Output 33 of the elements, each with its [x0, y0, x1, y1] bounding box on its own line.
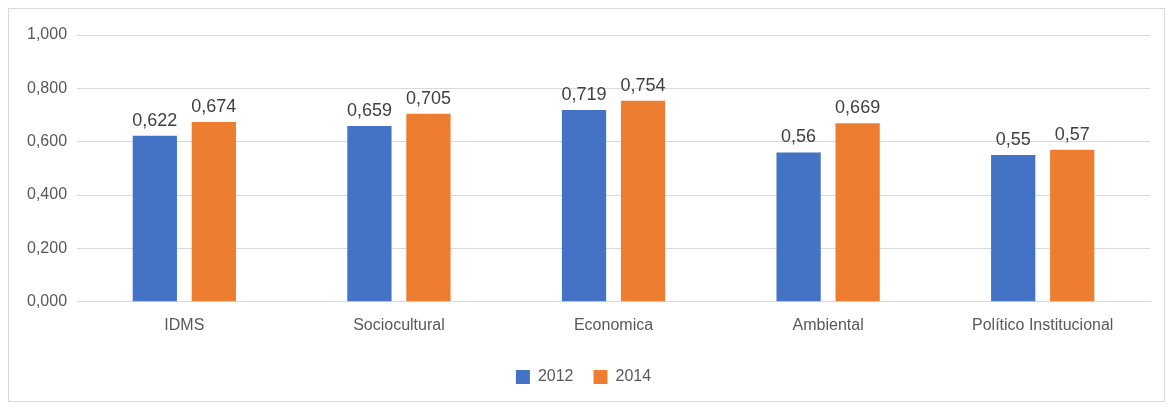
y-tick-label: 0,000	[26, 292, 68, 310]
data-label: 0,669	[835, 97, 881, 118]
y-tick-label: 0,400	[26, 185, 68, 203]
bar	[191, 121, 236, 302]
data-label: 0,754	[620, 74, 666, 95]
x-tick-label: Sociocultural	[353, 315, 445, 333]
bar	[347, 125, 392, 302]
bar	[835, 123, 880, 302]
legend-label: 2014	[615, 367, 652, 385]
bar	[620, 100, 666, 302]
data-label: 0,56	[781, 126, 817, 147]
y-tick-label: 1,000	[26, 25, 68, 43]
data-label: 0,55	[995, 129, 1031, 150]
data-label: 0,705	[405, 87, 451, 108]
y-tick-label: 0,600	[26, 132, 68, 150]
legend-label: 2012	[537, 367, 574, 385]
x-tick-label: Economica	[573, 315, 654, 333]
bar	[776, 152, 821, 302]
y-tick-label: 0,800	[26, 78, 68, 96]
data-label: 0,622	[132, 109, 178, 130]
bar	[1050, 149, 1095, 302]
bar	[406, 113, 451, 302]
bar	[561, 109, 607, 302]
data-label: 0,57	[1054, 123, 1090, 144]
y-tick-label: 0,200	[26, 238, 68, 256]
data-label: 0,719	[561, 83, 607, 104]
bar	[991, 155, 1036, 302]
data-label: 0,659	[346, 99, 392, 120]
x-tick-label: IDMS	[164, 315, 205, 333]
x-tick-label: Ambiental	[792, 315, 864, 333]
x-tick-label: Político Institucional	[972, 315, 1114, 333]
bar	[132, 135, 177, 302]
data-label: 0,674	[191, 95, 237, 116]
